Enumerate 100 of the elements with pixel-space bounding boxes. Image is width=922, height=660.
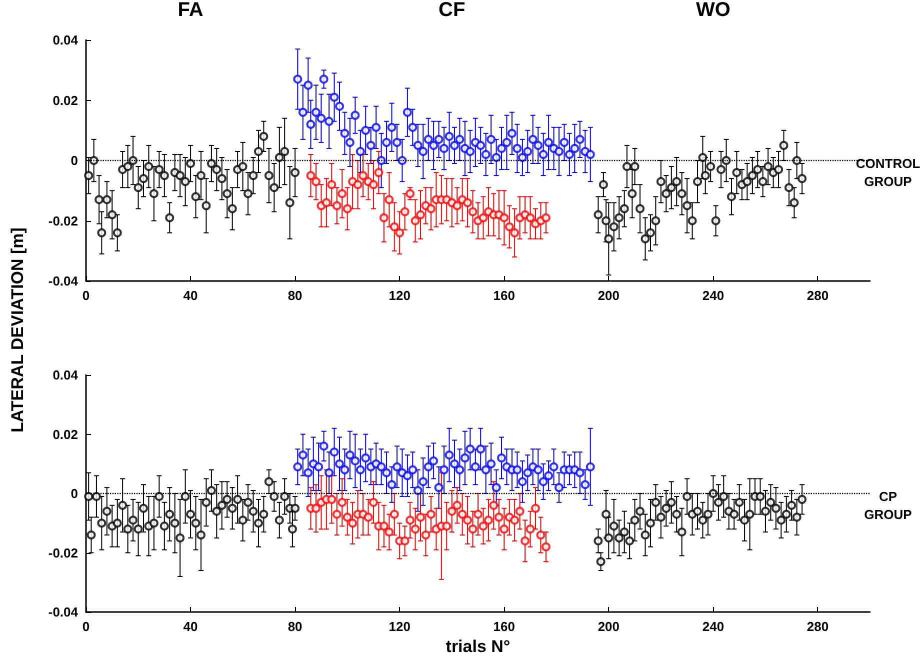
x-tick-label: 40: [183, 288, 198, 303]
point: [486, 459, 496, 468]
point: [361, 453, 370, 462]
point: [319, 74, 328, 84]
point: [497, 453, 506, 462]
point: [392, 138, 402, 147]
y-tick-label: 0: [70, 486, 78, 501]
point: [330, 448, 339, 457]
x-tick-label: 200: [598, 288, 620, 303]
point: [468, 524, 478, 534]
y-tick-label: 0.04: [52, 368, 79, 382]
point: [481, 465, 490, 474]
point: [379, 522, 388, 531]
y-tick-label: 0.04: [52, 32, 79, 48]
point: [408, 122, 418, 132]
point: [526, 524, 535, 534]
point: [504, 222, 514, 232]
point: [372, 122, 381, 132]
point: [544, 138, 554, 147]
x-axis-title: trials N°: [446, 637, 510, 656]
x-tick-label: 160: [493, 619, 515, 634]
point: [426, 510, 436, 519]
point: [387, 480, 396, 490]
point: [382, 468, 392, 478]
annotation: CONTROL GROUP: [856, 156, 920, 189]
point: [466, 444, 475, 454]
x-tick-label: 280: [806, 288, 829, 303]
point: [406, 516, 415, 525]
point: [458, 510, 467, 519]
point: [452, 500, 462, 510]
point: [322, 198, 331, 208]
point: [387, 122, 396, 132]
x-tick-label: 80: [288, 288, 302, 303]
point: [460, 453, 470, 462]
point: [332, 201, 342, 210]
point: [476, 140, 486, 150]
point: [507, 128, 516, 138]
point: [368, 180, 378, 190]
point: [418, 146, 428, 156]
point: [492, 152, 501, 162]
point: [478, 522, 488, 531]
x-tick-label: 240: [702, 619, 724, 634]
point: [426, 204, 436, 214]
point: [335, 102, 344, 111]
point: [470, 462, 480, 472]
x-tick-label: 0: [82, 288, 90, 303]
point: [486, 134, 496, 144]
x-tick-label: 160: [493, 288, 515, 303]
point: [353, 180, 362, 190]
point: [554, 146, 564, 156]
point: [424, 462, 433, 472]
y-tick-label: -0.04: [48, 274, 79, 288]
point: [340, 465, 350, 474]
point: [293, 462, 302, 472]
point: [476, 444, 486, 454]
point: [330, 92, 339, 102]
point: [293, 74, 302, 84]
y-tick-label: 0.02: [52, 92, 78, 108]
point: [324, 116, 334, 126]
point: [342, 204, 352, 214]
x-tick-label: 240: [702, 288, 724, 303]
point: [518, 152, 527, 162]
point: [332, 510, 342, 519]
point: [395, 228, 404, 238]
point: [526, 213, 535, 222]
point: [447, 506, 456, 516]
point: [570, 144, 580, 153]
point: [500, 213, 509, 222]
x-tick-label: 120: [388, 288, 410, 303]
point: [350, 456, 360, 466]
point: [335, 459, 344, 468]
point: [523, 146, 532, 156]
point: [392, 462, 402, 472]
point: [350, 110, 360, 120]
point: [560, 138, 569, 147]
point: [400, 536, 410, 546]
point: [304, 80, 313, 90]
point: [434, 134, 444, 144]
point: [500, 524, 509, 534]
point: [379, 213, 388, 222]
point: [541, 542, 550, 552]
point: [342, 512, 352, 522]
point: [390, 222, 399, 232]
point: [455, 134, 464, 144]
point: [444, 450, 454, 460]
point: [410, 524, 420, 534]
y-tick-label: 0: [70, 153, 78, 168]
point: [515, 506, 524, 516]
point: [455, 465, 464, 474]
point: [544, 471, 554, 480]
point: [541, 213, 550, 222]
point: [311, 108, 320, 117]
point: [538, 150, 548, 159]
x-tick-label: 200: [598, 619, 620, 634]
point: [512, 465, 522, 474]
point: [298, 450, 308, 460]
point: [340, 128, 350, 138]
point: [531, 504, 540, 513]
point: [408, 465, 418, 474]
point: [424, 134, 433, 144]
